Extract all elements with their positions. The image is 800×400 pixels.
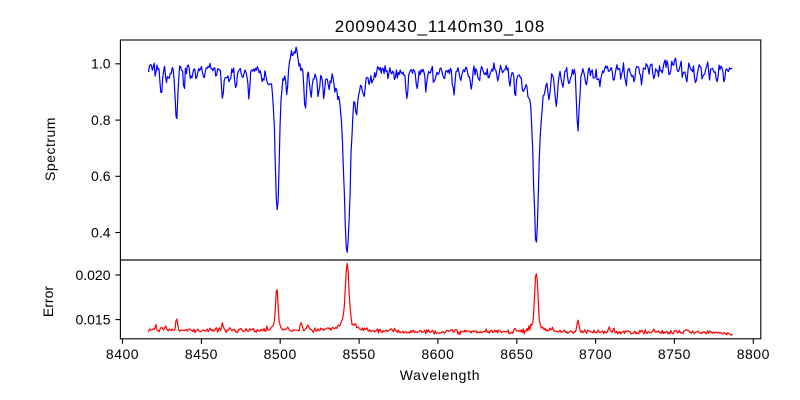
svg-text:8400: 8400: [106, 346, 139, 362]
svg-text:Wavelength: Wavelength: [400, 367, 480, 383]
svg-text:8750: 8750: [658, 346, 691, 362]
svg-text:1.0: 1.0: [91, 56, 111, 72]
svg-text:0.4: 0.4: [91, 224, 111, 240]
svg-text:Error: Error: [40, 286, 56, 317]
svg-text:0.6: 0.6: [91, 168, 111, 184]
svg-text:0.015: 0.015: [75, 311, 110, 327]
svg-text:8700: 8700: [579, 346, 612, 362]
svg-text:8450: 8450: [185, 346, 218, 362]
svg-text:8800: 8800: [737, 346, 770, 362]
svg-text:8500: 8500: [264, 346, 297, 362]
svg-text:0.8: 0.8: [91, 112, 111, 128]
svg-text:8550: 8550: [343, 346, 376, 362]
svg-text:20090430_1140m30_108: 20090430_1140m30_108: [335, 17, 546, 36]
svg-text:Spectrum: Spectrum: [42, 117, 58, 181]
svg-text:0.020: 0.020: [75, 267, 110, 283]
svg-text:8600: 8600: [421, 346, 454, 362]
svg-text:8650: 8650: [500, 346, 533, 362]
